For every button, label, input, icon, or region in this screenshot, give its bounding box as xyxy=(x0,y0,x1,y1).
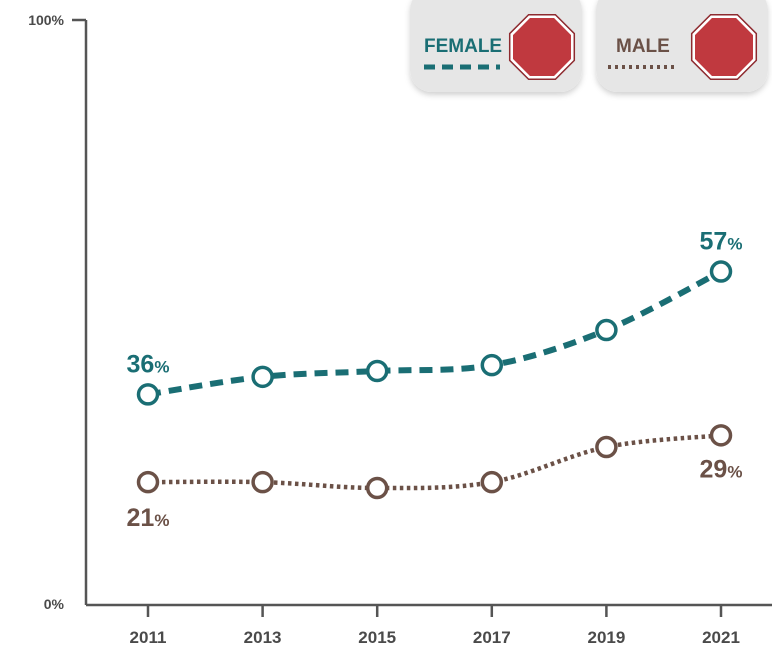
legend: FEMALE MALE xyxy=(410,0,768,92)
series-line-male xyxy=(147,433,722,491)
data-point-female-2013 xyxy=(251,365,274,389)
data-point-female-2019 xyxy=(595,318,618,342)
data-point-male-2019 xyxy=(595,435,618,459)
data-point-male-2013 xyxy=(251,470,274,494)
data-point-female-2011 xyxy=(136,383,160,406)
stop-sign-icon xyxy=(690,13,758,81)
x-tick-label-2021: 2021 xyxy=(702,628,740,647)
y-tick-label-bottom: 0% xyxy=(44,596,65,612)
legend-item-female: FEMALE xyxy=(410,0,582,92)
stop-sign-icon xyxy=(508,13,576,81)
data-point-male-2017 xyxy=(480,470,504,494)
data-point-female-2015 xyxy=(365,359,389,383)
x-ticks: 2011 2013 2015 2017 2019 2021 xyxy=(130,605,740,647)
legend-label-male: MALE xyxy=(616,36,670,57)
data-point-male-2021 xyxy=(709,424,733,447)
x-tick-label-2013: 2013 xyxy=(244,628,282,647)
data-labels: 36% 57% 21% 29% xyxy=(127,228,743,533)
x-tick-label-2015: 2015 xyxy=(358,628,396,647)
x-tick-label-2011: 2011 xyxy=(130,628,167,647)
x-tick-label-2017: 2017 xyxy=(473,628,511,647)
axes: 100% 0% xyxy=(28,12,772,612)
series-layer xyxy=(136,260,733,500)
x-tick-label-2019: 2019 xyxy=(587,628,625,647)
data-label-female-2011: 36% xyxy=(127,350,170,378)
data-point-male-2011 xyxy=(136,470,160,494)
data-point-female-2021 xyxy=(709,260,733,283)
data-point-male-2015 xyxy=(365,476,389,500)
legend-label-female: FEMALE xyxy=(424,36,502,57)
data-label-male-2021: 29% xyxy=(700,455,743,483)
y-tick-label-top: 100% xyxy=(28,12,64,28)
series-line-female xyxy=(147,268,723,398)
legend-item-male: MALE xyxy=(596,0,768,92)
data-label-female-2021: 57% xyxy=(700,228,743,256)
data-point-female-2017 xyxy=(480,353,504,377)
data-label-male-2011: 21% xyxy=(127,504,170,532)
